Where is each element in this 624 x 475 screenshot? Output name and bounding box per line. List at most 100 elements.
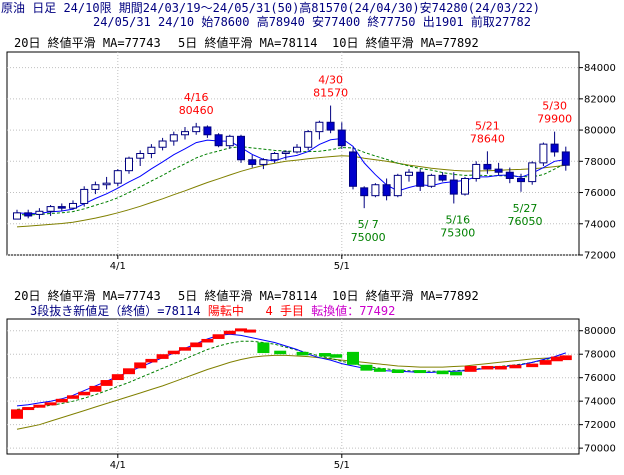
brick-up: [123, 368, 135, 375]
top-legend-ma5: 5日 終値平滑 MA=78114: [178, 36, 318, 50]
candle: [427, 173, 436, 188]
brick-up: [22, 407, 35, 411]
candle-body: [169, 134, 178, 142]
annotation-value: 75000: [351, 231, 386, 244]
candle: [91, 181, 100, 195]
candle-body: [35, 210, 44, 215]
candle-body: [24, 212, 33, 217]
candle: [46, 205, 55, 216]
brick-down: [330, 354, 343, 358]
candle-body: [561, 151, 570, 166]
candle: [337, 122, 346, 149]
candle: [349, 147, 357, 190]
bottom-y-axis: 80000 78000 76000 74000 72000 70000: [579, 326, 616, 455]
brick-up: [559, 355, 572, 361]
bottom-xtick-label: 5/1: [334, 460, 350, 471]
ma20-line: [16, 354, 566, 430]
top-grid: [7, 52, 579, 256]
candle-body: [113, 170, 122, 184]
bottom-x-axis: 4/1 5/1: [110, 454, 350, 471]
brick-down: [274, 350, 287, 355]
bottom-ytick-label: 78000: [584, 350, 616, 361]
brick-up: [89, 385, 102, 392]
bottom-panel: 80000 78000 76000 74000 72000 70000 4/1 5/1: [6, 318, 616, 471]
bottom-plot-frame: [6, 318, 580, 455]
candle: [237, 134, 245, 163]
brick-up: [539, 360, 552, 365]
candle: [147, 144, 156, 159]
candle-body: [91, 184, 100, 190]
candle: [57, 203, 66, 212]
candle: [371, 183, 380, 198]
candle: [13, 209, 21, 220]
candle: [203, 125, 212, 138]
candle-body: [539, 143, 548, 164]
candle-body: [46, 206, 55, 212]
candle: [360, 186, 369, 209]
top-ma-lines: [16, 137, 567, 228]
candle-body: [416, 171, 425, 187]
candle-body: [337, 129, 346, 147]
annotation-date: 5/30: [542, 100, 567, 113]
brick-up: [223, 330, 236, 335]
candle-body: [192, 126, 201, 133]
candle: [304, 130, 313, 151]
annotation-date: 5/27: [513, 202, 538, 215]
brick-up: [509, 364, 522, 369]
top-ytick-label: 84000: [584, 63, 616, 74]
header-line-1: 原油 日足 24/10限 期間24/03/19～24/05/31(50)高815…: [1, 1, 541, 15]
brick-down: [414, 370, 427, 374]
brick-up: [100, 380, 113, 386]
candle-body: [237, 135, 245, 161]
candle: [270, 151, 279, 163]
brick-up: [78, 391, 91, 396]
candle-body: [158, 140, 167, 148]
candle: [461, 176, 469, 196]
brick-up: [190, 342, 203, 348]
bottom-ytick-label: 70000: [584, 444, 616, 455]
candle: [393, 173, 402, 198]
top-x-axis: 4/1 5/1: [110, 255, 350, 272]
candle-body: [13, 212, 21, 220]
top-xtick-label: 4/1: [110, 261, 126, 272]
brick-down: [391, 369, 404, 373]
ma5-line: [16, 137, 566, 215]
brick-down: [436, 370, 449, 375]
brick-up: [201, 338, 214, 343]
candle: [416, 169, 425, 191]
tlb-info-state: 陽転中: [207, 304, 244, 318]
header-line-2: 24/05/31 24/10 始78600 高78940 安77400 終777…: [92, 15, 531, 29]
bottom-ytick-label: 74000: [584, 397, 616, 408]
candle-body: [203, 126, 212, 136]
candle: [24, 209, 33, 219]
candle: [528, 161, 537, 185]
candle-body: [393, 174, 402, 197]
brick-up: [55, 398, 68, 403]
brick-up: [550, 356, 563, 362]
candle: [505, 167, 514, 184]
candle: [326, 105, 335, 134]
ma5-line: [16, 333, 566, 407]
candle-body: [225, 135, 234, 147]
annotation-value: 80460: [179, 104, 214, 117]
candle: [483, 151, 492, 174]
bottom-bricks: [11, 328, 572, 419]
candle-body: [472, 163, 481, 179]
brick-up: [134, 362, 147, 369]
bottom-grid: [7, 319, 579, 454]
brick-up: [526, 363, 539, 368]
candle: [181, 126, 189, 140]
candle-body: [517, 177, 525, 183]
brick-down: [257, 342, 270, 354]
brick-down: [360, 364, 373, 371]
brick-up: [494, 365, 507, 370]
bottom-ytick-label: 72000: [584, 420, 616, 431]
brick-up: [145, 358, 158, 363]
candle-body: [315, 121, 324, 133]
brick-up: [67, 395, 79, 399]
brick-up: [33, 404, 46, 408]
